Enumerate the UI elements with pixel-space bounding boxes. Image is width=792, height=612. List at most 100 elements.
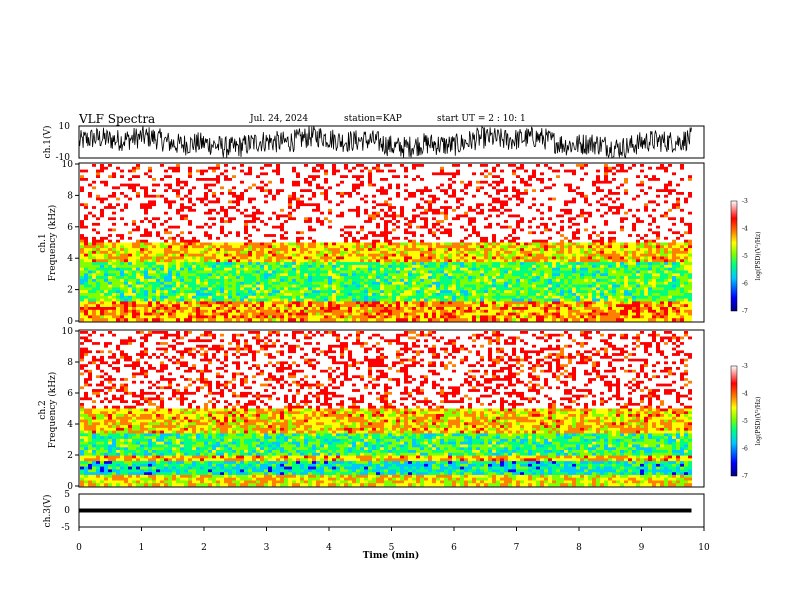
- spectrogram-cell: [624, 228, 628, 232]
- spectrogram-cell: [128, 217, 132, 221]
- spectrogram-cell: [376, 239, 380, 243]
- spectrogram-cell: [672, 236, 676, 241]
- spectrogram-cell: [456, 166, 460, 170]
- spectrogram-cell: [112, 225, 116, 229]
- spectrogram-cell: [664, 175, 668, 179]
- spectrogram-cell: [608, 192, 612, 196]
- spectrogram-cell: [152, 228, 156, 232]
- spectrogram-cell: [616, 180, 620, 184]
- spectrogram-cell: [240, 169, 244, 173]
- spectrogram-cell: [88, 183, 92, 187]
- spectrogram-cell: [196, 189, 200, 193]
- spectrogram-cell: [324, 208, 328, 213]
- spectrogram-cell: [288, 236, 292, 241]
- spectrogram-cell: [420, 180, 424, 184]
- spectrogram-cell: [308, 208, 312, 213]
- spectrogram-cell: [144, 236, 148, 241]
- spectrogram-cell: [356, 225, 360, 229]
- spectrogram-cell: [116, 214, 120, 218]
- spectrogram-cell: [392, 169, 396, 173]
- spectrogram-cell: [252, 236, 256, 241]
- spectrogram-cell: [160, 186, 164, 190]
- spectrogram-cell: [264, 231, 268, 235]
- spectrogram-cell: [176, 180, 180, 184]
- spectrogram-cell: [512, 217, 516, 221]
- spectrogram-cell: [88, 203, 92, 207]
- spectrogram-cell: [388, 228, 392, 232]
- spectrogram-cell: [608, 178, 612, 182]
- spectrogram-cell: [396, 172, 400, 176]
- spectrogram-cell: [156, 236, 160, 241]
- spectrogram-cell: [504, 217, 508, 221]
- spectrogram-cell: [392, 222, 396, 227]
- spectrogram-cell: [496, 211, 500, 215]
- spectrogram-cell: [388, 175, 392, 179]
- spectrogram-cell: [192, 248, 196, 252]
- spectrogram-cell: [648, 189, 652, 193]
- spectrogram-cell: [180, 180, 184, 184]
- spectrogram-cell: [648, 231, 652, 235]
- spectrogram-cell: [608, 248, 612, 252]
- spectrogram-cell: [264, 222, 268, 227]
- spectrogram-cell: [316, 214, 320, 218]
- spectrogram-cell: [292, 239, 296, 243]
- spectrogram-cell: [448, 217, 452, 221]
- spectrogram-cell: [208, 206, 212, 210]
- spectrogram-cell: [92, 166, 96, 170]
- spectrogram-cell: [296, 236, 300, 241]
- spectrogram-cell: [484, 197, 488, 201]
- spectrogram-cell: [616, 211, 620, 215]
- spectrogram-cell: [168, 245, 172, 249]
- spectrogram-cell: [576, 186, 580, 190]
- spectrogram-cell: [560, 206, 564, 210]
- spectrogram-cell: [124, 180, 128, 184]
- spectrogram-cell: [436, 253, 440, 257]
- spectrogram-cell: [120, 194, 124, 198]
- spectrogram-cell: [336, 220, 340, 224]
- spectrogram-cell: [392, 228, 396, 232]
- spectrogram-cell: [340, 217, 344, 221]
- spectrogram-cell: [208, 220, 212, 224]
- spectrogram-cell: [396, 203, 400, 207]
- spectrogram-cell: [540, 239, 544, 243]
- spectrogram-cell: [116, 203, 120, 207]
- spectrogram-cell: [404, 175, 408, 179]
- spectrogram-cell: [116, 234, 120, 238]
- spectrogram-cell: [332, 217, 336, 221]
- spectrogram-cell: [392, 239, 396, 243]
- spectrogram-cell: [400, 228, 404, 232]
- spectrogram-cell: [184, 169, 188, 173]
- spectrogram-cell: [552, 208, 556, 213]
- spectrogram-cell: [432, 189, 436, 193]
- spectrogram-cell: [328, 222, 332, 227]
- spectrogram-cell: [448, 166, 452, 170]
- spectrogram-cell: [444, 225, 448, 229]
- spectrogram-cell: [108, 245, 112, 249]
- spectrogram-cell: [192, 208, 196, 213]
- spectrogram-cell: [160, 250, 164, 255]
- spectrogram-cell: [384, 175, 388, 179]
- spectrogram-cell: [272, 250, 276, 255]
- spectrogram-cell: [492, 222, 496, 227]
- spectrogram-cell: [384, 245, 388, 249]
- spectrogram-cell: [276, 236, 280, 241]
- spectrogram-cell: [276, 206, 280, 210]
- spectrogram-cell: [328, 250, 332, 255]
- spectrogram-cell: [432, 186, 436, 190]
- spectrogram-cell: [380, 189, 384, 193]
- spectrogram-cell: [336, 183, 340, 187]
- spectrogram-cell: [192, 183, 196, 187]
- spectrogram-cell: [524, 220, 528, 224]
- spectrogram-cell: [180, 239, 184, 243]
- spectrogram-cell: [672, 242, 676, 246]
- spectrogram-cell: [644, 186, 648, 190]
- spectrogram-cell: [396, 220, 400, 224]
- spectrogram-cell: [524, 248, 528, 252]
- spectrogram-cell: [448, 228, 452, 232]
- spectrogram-cell: [552, 197, 556, 201]
- spectrogram-cell: [676, 192, 680, 196]
- spectrogram-cell: [440, 248, 444, 252]
- spectrogram-cell: [644, 211, 648, 215]
- spectrogram-cell: [188, 242, 192, 246]
- spectrogram-cell: [500, 180, 504, 184]
